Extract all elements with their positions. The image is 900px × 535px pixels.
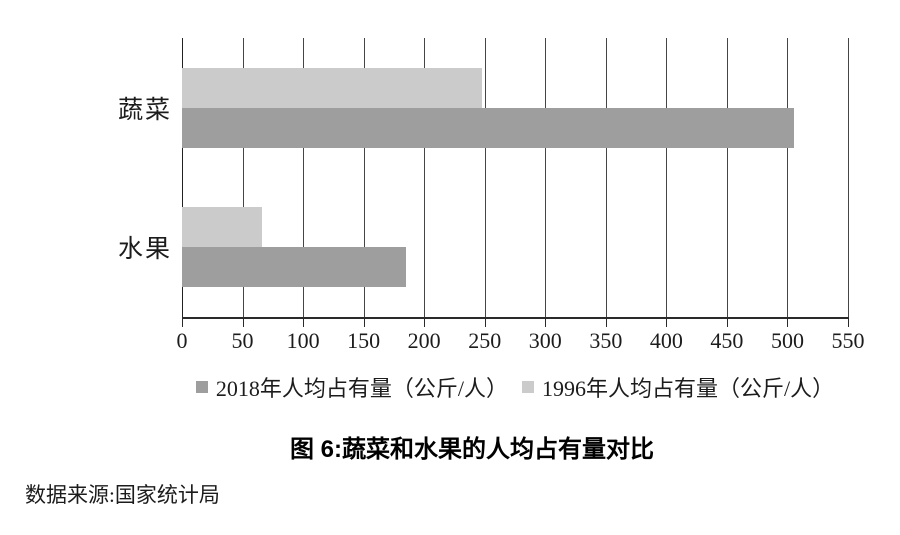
chart-title: 图 6:蔬菜和水果的人均占有量对比 (289, 436, 654, 463)
x-axis: 0 50 100 150 200 250 300 350 400 450 500 550 (177, 317, 865, 357)
gridline-550 (848, 38, 849, 317)
x-tick-mark-400 (666, 319, 668, 327)
gridline-450 (726, 38, 728, 317)
gridline-300 (545, 38, 547, 317)
bar-水果-1996年 (182, 207, 262, 248)
legend-label-1: 1996年人均占有量（公斤/人） (542, 376, 835, 401)
gridline-250 (484, 38, 486, 317)
legend: 2018年人均占有量（公斤/人） 1996年人均占有量（公斤/人） (182, 371, 848, 403)
bar-水果-2018年 (182, 247, 407, 288)
y-axis-labels: 蔬菜 水果 (0, 38, 172, 317)
x-tick-mark-0 (182, 319, 183, 327)
y-axis-line (182, 38, 183, 317)
x-tick-label-0: 0 (176, 328, 188, 353)
legend-item-1: 1996年人均占有量（公斤/人） (522, 371, 834, 403)
x-tick-label-500: 500 (770, 328, 804, 353)
legend-label-0: 2018年人均占有量（公斤/人） (215, 376, 508, 401)
x-tick-label-400: 400 (649, 328, 683, 353)
x-tick-mark-250 (484, 319, 486, 327)
gridline-350 (605, 38, 607, 317)
x-tick-label-50: 50 (231, 328, 254, 353)
x-tick-label-200: 200 (407, 328, 441, 353)
x-tick-label-450: 450 (710, 328, 744, 353)
x-tick-label-100: 100 (286, 328, 320, 353)
category-label-1: 水果 (117, 236, 172, 264)
x-tick-mark-550 (848, 319, 849, 327)
x-tick-label-300: 300 (528, 328, 562, 353)
gridline-400 (666, 38, 668, 317)
data-source: 数据来源:国家统计局 (25, 483, 220, 507)
gridline-150 (363, 38, 365, 317)
bar-蔬菜-2018年 (182, 107, 794, 148)
plot-area (182, 38, 849, 317)
x-tick-mark-450 (726, 319, 728, 327)
category-label-0: 蔬菜 (117, 96, 172, 124)
x-tick-mark-300 (545, 319, 547, 327)
gridline-200 (424, 38, 426, 317)
legend-swatch-icon (195, 381, 208, 393)
x-axis-line (182, 317, 849, 319)
gridline-500 (787, 38, 789, 317)
x-tick-mark-50 (242, 319, 244, 327)
x-tick-mark-350 (605, 319, 607, 327)
gridline-50 (242, 38, 244, 317)
legend-swatch-icon (522, 381, 534, 393)
gridline-100 (303, 38, 305, 317)
x-tick-label-550: 550 (831, 328, 865, 353)
x-tick-label-150: 150 (347, 328, 381, 353)
x-tick-mark-100 (303, 319, 305, 327)
x-tick-mark-500 (787, 319, 789, 327)
x-tick-mark-150 (363, 319, 365, 327)
x-tick-label-250: 250 (468, 328, 502, 353)
legend-item-0: 2018年人均占有量（公斤/人） (195, 371, 508, 403)
bar-蔬菜-1996年 (182, 67, 483, 108)
x-tick-label-350: 350 (589, 328, 623, 353)
x-tick-mark-200 (424, 319, 426, 327)
